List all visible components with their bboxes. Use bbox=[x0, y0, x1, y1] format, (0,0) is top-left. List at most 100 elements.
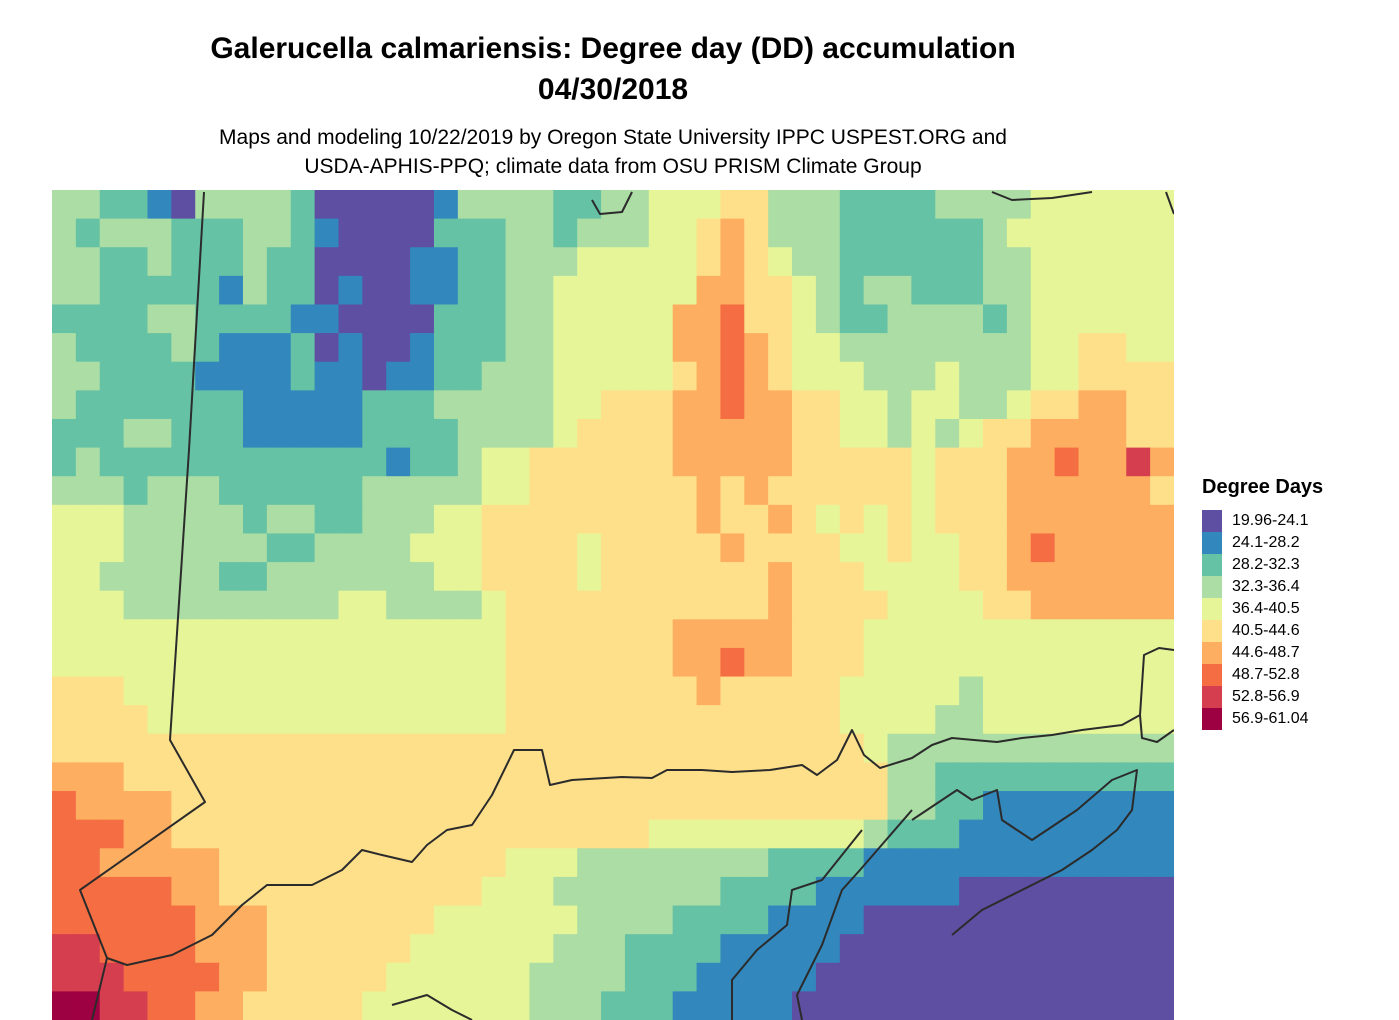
raster-cell bbox=[815, 361, 841, 391]
raster-cell bbox=[959, 590, 984, 620]
raster-cell bbox=[1006, 848, 1032, 878]
raster-cell bbox=[1150, 848, 1174, 878]
raster-cell bbox=[887, 762, 912, 792]
raster-cell bbox=[601, 876, 626, 907]
raster-cell bbox=[99, 819, 125, 849]
raster-cell bbox=[457, 590, 483, 620]
raster-cell bbox=[1054, 418, 1080, 449]
raster-cell bbox=[242, 218, 268, 248]
raster-cell bbox=[911, 562, 936, 592]
raster-cell bbox=[1030, 848, 1056, 878]
raster-cell bbox=[815, 991, 841, 1020]
raster-cell bbox=[1102, 590, 1127, 620]
raster-cell bbox=[266, 304, 292, 334]
raster-cell bbox=[457, 190, 483, 220]
degree-day-raster-map bbox=[52, 190, 1174, 1020]
raster-cell bbox=[410, 934, 435, 964]
raster-cell bbox=[505, 991, 531, 1020]
raster-cell bbox=[433, 418, 459, 449]
raster-cell bbox=[362, 934, 387, 964]
raster-cell bbox=[147, 190, 172, 220]
raster-cell bbox=[457, 333, 483, 363]
raster-cell bbox=[815, 333, 841, 363]
raster-cell bbox=[75, 190, 101, 220]
raster-cell bbox=[863, 418, 889, 449]
raster-cell bbox=[1150, 390, 1174, 420]
raster-cell bbox=[410, 504, 435, 535]
raster-cell bbox=[481, 190, 507, 220]
raster-cell bbox=[195, 418, 220, 449]
raster-cell bbox=[839, 791, 865, 821]
raster-cell bbox=[577, 619, 602, 649]
raster-cell bbox=[935, 991, 960, 1020]
raster-cell bbox=[52, 361, 77, 391]
raster-cell bbox=[863, 218, 889, 248]
raster-cell bbox=[720, 476, 745, 506]
raster-cell bbox=[290, 476, 316, 506]
raster-cell bbox=[601, 218, 626, 248]
raster-cell bbox=[314, 418, 340, 449]
raster-cell bbox=[887, 848, 912, 878]
raster-cell bbox=[52, 762, 77, 792]
legend-swatch bbox=[1202, 664, 1222, 686]
raster-cell bbox=[863, 991, 889, 1020]
raster-cell bbox=[433, 905, 459, 935]
raster-cell bbox=[147, 705, 172, 735]
raster-cell bbox=[959, 333, 984, 363]
raster-cell bbox=[887, 791, 912, 821]
raster-cell bbox=[768, 962, 793, 992]
raster-cell bbox=[839, 247, 865, 277]
raster-cell bbox=[147, 876, 172, 907]
raster-cell bbox=[553, 791, 578, 821]
raster-cell bbox=[959, 848, 984, 878]
raster-cell bbox=[1030, 476, 1056, 506]
raster-cell bbox=[171, 590, 196, 620]
raster-cell bbox=[481, 762, 507, 792]
raster-cell bbox=[959, 676, 984, 706]
raster-cell bbox=[624, 533, 650, 563]
raster-cell bbox=[386, 562, 411, 592]
raster-cell bbox=[648, 361, 674, 391]
raster-cell bbox=[171, 619, 196, 649]
raster-cell bbox=[1150, 247, 1174, 277]
raster-cell bbox=[219, 876, 244, 907]
raster-cell bbox=[171, 962, 196, 992]
raster-cell bbox=[52, 533, 77, 563]
raster-cell bbox=[457, 361, 483, 391]
raster-cell bbox=[601, 905, 626, 935]
raster-cell bbox=[362, 705, 387, 735]
raster-cell bbox=[147, 418, 172, 449]
raster-cell bbox=[1102, 390, 1127, 420]
raster-cell bbox=[386, 934, 411, 964]
raster-cell bbox=[815, 304, 841, 334]
raster-cell bbox=[1126, 190, 1151, 220]
raster-cell bbox=[959, 476, 984, 506]
raster-cell bbox=[720, 619, 745, 649]
raster-cell bbox=[219, 991, 244, 1020]
raster-cell bbox=[338, 619, 363, 649]
raster-cell bbox=[242, 190, 268, 220]
raster-cell bbox=[1150, 275, 1174, 306]
raster-cell bbox=[863, 190, 889, 220]
raster-cell bbox=[1006, 247, 1032, 277]
raster-cell bbox=[1054, 333, 1080, 363]
raster-cell bbox=[553, 676, 578, 706]
raster-cell bbox=[242, 819, 268, 849]
raster-cell bbox=[1054, 876, 1080, 907]
raster-cell bbox=[792, 361, 817, 391]
raster-cell bbox=[577, 733, 602, 764]
raster-cell bbox=[839, 190, 865, 220]
raster-cell bbox=[1030, 247, 1056, 277]
raster-cell bbox=[195, 647, 220, 678]
raster-cell bbox=[314, 991, 340, 1020]
raster-cell bbox=[1102, 819, 1127, 849]
raster-cell bbox=[219, 819, 244, 849]
raster-cell bbox=[1102, 791, 1127, 821]
raster-cell bbox=[410, 848, 435, 878]
raster-cell bbox=[362, 361, 387, 391]
raster-cell bbox=[1078, 476, 1103, 506]
raster-cell bbox=[314, 762, 340, 792]
raster-cell bbox=[1078, 905, 1103, 935]
raster-cell bbox=[75, 247, 101, 277]
raster-cell bbox=[1078, 504, 1103, 535]
